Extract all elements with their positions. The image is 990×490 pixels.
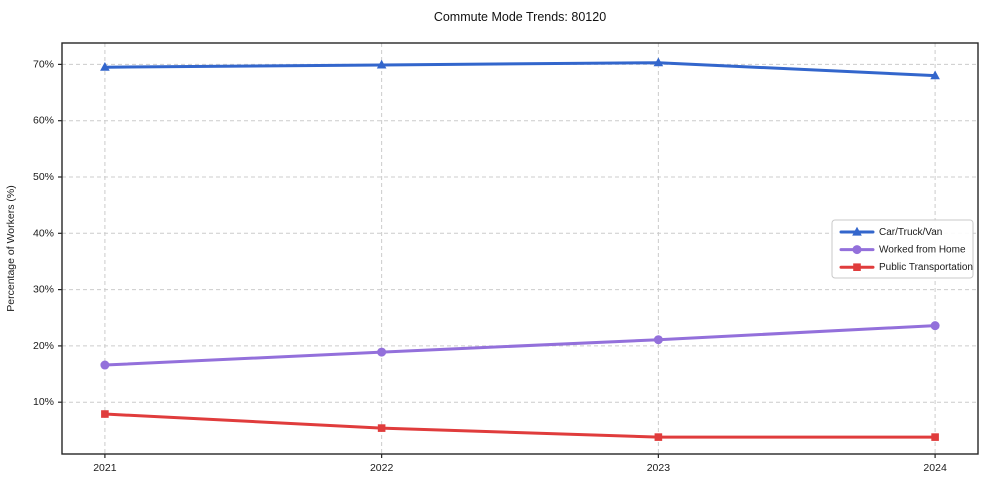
chart-title: Commute Mode Trends: 80120 xyxy=(434,10,606,24)
legend-triangle-icon xyxy=(852,226,862,236)
data-point-public-transportation xyxy=(931,433,939,441)
data-point-car-truck-van xyxy=(100,62,110,71)
data-point-public-transportation xyxy=(101,410,109,418)
data-point-car-truck-van xyxy=(930,70,940,80)
x-tick-label: 2021 xyxy=(93,462,117,474)
y-tick-label: 20% xyxy=(33,340,54,352)
series-line-public-transportation xyxy=(103,412,937,439)
axis-ticks: 10% 20% 30% 40% 50% 60% 70% 2021 2022 2023 2024 xyxy=(33,58,947,474)
y-tick-label: 40% xyxy=(33,227,54,239)
data-point-worked-from-home xyxy=(930,321,940,331)
series-lines xyxy=(100,57,940,441)
legend-entry-public-transportation: Public Transportation xyxy=(839,262,973,273)
data-point-worked-from-home xyxy=(653,335,663,345)
legend-square-icon xyxy=(853,263,861,271)
x-tick-label: 2024 xyxy=(923,462,947,474)
plot-frame xyxy=(61,42,979,455)
data-point-public-transportation xyxy=(377,424,386,432)
x-tick-label: 2022 xyxy=(370,462,394,474)
series-line-worked-from-home xyxy=(103,324,937,367)
y-tick-label: 30% xyxy=(33,284,54,296)
legend-box xyxy=(831,219,974,279)
legend-circle-icon xyxy=(852,245,862,255)
legend-entry-car-truck-van: Car/Truck/Van xyxy=(839,226,942,238)
legend-label: Public Transportation xyxy=(879,262,973,273)
series-line-car-truck-van xyxy=(103,61,937,78)
data-point-worked-from-home xyxy=(100,360,110,370)
y-tick-label: 60% xyxy=(33,115,54,127)
data-point-worked-from-home xyxy=(377,347,387,357)
y-tick-label: 10% xyxy=(33,396,54,408)
legend-label: Worked from Home xyxy=(879,245,966,256)
data-point-car-truck-van xyxy=(376,59,387,69)
x-tick-label: 2023 xyxy=(647,462,671,474)
data-point-public-transportation xyxy=(654,433,663,441)
legend-entry-worked-from-home: Worked from Home xyxy=(839,245,966,256)
y-tick-label: 50% xyxy=(33,171,54,183)
data-point-car-truck-van xyxy=(653,57,664,67)
y-axis-label: Percentage of Workers (%) xyxy=(5,185,17,311)
y-tick-label: 70% xyxy=(33,58,54,70)
legend-label: Car/Truck/Van xyxy=(879,227,942,238)
legend: Car/Truck/Van Worked from Home Public Tran… xyxy=(831,219,974,279)
